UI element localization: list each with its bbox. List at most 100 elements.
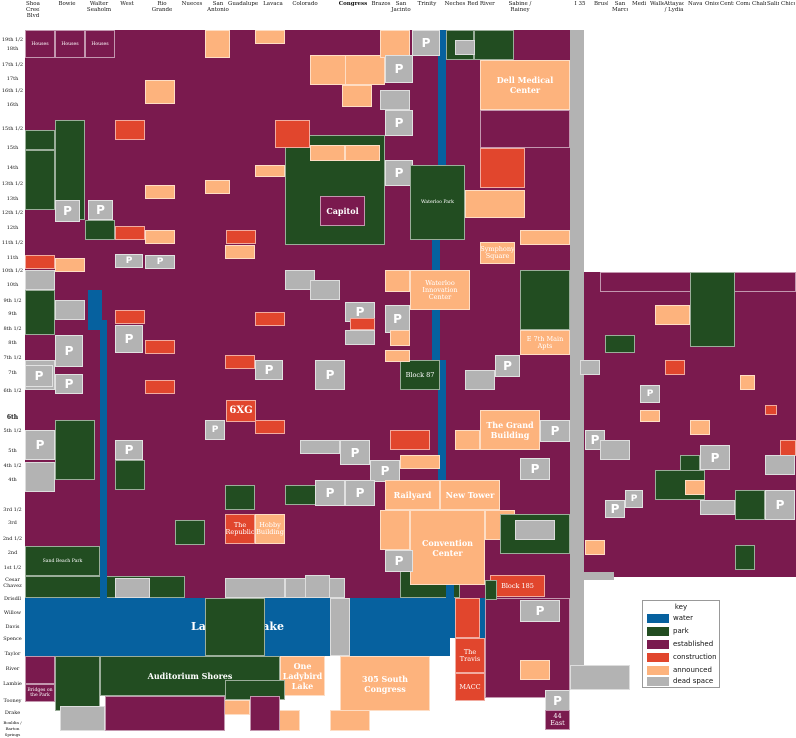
park-block: [690, 272, 735, 347]
construction-block: [145, 340, 175, 354]
construction-block: [390, 430, 430, 450]
row-label: 7th: [8, 370, 17, 376]
row-label: 14th: [6, 165, 19, 171]
street-header-brazos: Brazos: [371, 1, 391, 7]
construction-block: [115, 310, 145, 324]
street-header-san-jacinto: San Jacinto: [391, 1, 411, 13]
row-label: 5th 1/2: [3, 428, 22, 434]
parking-block: P: [700, 445, 730, 470]
parking-block: P: [315, 480, 345, 506]
construction-block: [765, 405, 777, 415]
parking-block: P: [385, 110, 413, 136]
row-label: Cesar Chavez: [3, 577, 22, 589]
announced-block: [205, 30, 230, 58]
legend-item-park: park: [647, 627, 719, 637]
row-label: 8th: [8, 340, 17, 346]
parking-block: P: [115, 254, 143, 268]
construction-block: [455, 598, 480, 638]
street-header-medina: Medina: [632, 1, 646, 7]
row-label: 19th 1/2: [1, 37, 24, 43]
park-block: [205, 598, 265, 656]
announced-block: [385, 350, 410, 362]
row-label: 7th 1/2: [3, 355, 22, 361]
announced-block: [455, 430, 480, 450]
park-block: [55, 420, 95, 480]
e7th-main-apts: E 7th Main Apts: [520, 330, 570, 355]
i35-dead-space: [570, 30, 584, 680]
parking-block: P: [55, 335, 83, 367]
waterloo-innovation-center: Waterloo Innovation Center: [410, 270, 470, 310]
construction-block: [255, 312, 285, 326]
block: Houses: [85, 30, 115, 58]
street-header-san-marcos: San Marcos: [612, 1, 628, 13]
legend-label: park: [673, 627, 689, 635]
street-header-onion: Onion: [705, 1, 719, 7]
row-label: 9th: [8, 311, 17, 317]
dead-block: [345, 330, 375, 345]
announced-block: [400, 455, 440, 469]
row-label: 4th 1/2: [3, 463, 22, 469]
row-label: 16th 1/2: [1, 88, 24, 94]
legend-label: established: [673, 640, 714, 648]
street-header-bowie: Bowie: [58, 1, 76, 7]
legend-swatch-construction: [647, 653, 669, 662]
row-label: 12th: [6, 225, 19, 231]
announced-block: [685, 480, 705, 495]
waller-creek: [438, 360, 446, 560]
legend-swatch-dead-space: [647, 677, 669, 686]
parking-block: P: [55, 200, 80, 222]
block: [105, 696, 225, 731]
legend-item-water: water: [647, 614, 719, 624]
park-block: [605, 335, 635, 353]
park-block: [55, 656, 100, 711]
street-header-rio-grande: Rio Grande: [151, 1, 173, 13]
parking-block: P: [88, 200, 113, 220]
construction-block: [115, 120, 145, 140]
parking-block: P: [255, 360, 283, 380]
parking-block: P: [540, 420, 570, 442]
construction-block: [665, 360, 685, 375]
dead-block: [225, 578, 285, 598]
construction-block: [350, 318, 375, 330]
parking-block: P: [115, 325, 143, 353]
announced-block: [345, 145, 380, 161]
park-block: [25, 150, 55, 210]
row-label: Taylor: [4, 651, 21, 657]
parking-block: P: [640, 385, 660, 403]
announced-block: [345, 55, 385, 85]
construction-block: [226, 230, 256, 244]
44-east: 44 East: [545, 710, 570, 730]
street-header-san-antonio: San Antonio: [207, 1, 229, 13]
street-header-lavaca: Lavaca: [263, 1, 283, 7]
dead-block: [300, 440, 340, 454]
dead-block: [60, 706, 105, 731]
construction-block: [25, 255, 55, 269]
announced-block: [465, 190, 525, 218]
announced-block: [255, 30, 285, 44]
row-label: Davis: [5, 624, 20, 630]
waterloo-park: Waterloo Park: [410, 165, 465, 240]
the-travis: The Travis: [455, 638, 485, 673]
construction-block: [225, 355, 255, 369]
row-label: 3rd: [8, 520, 17, 526]
row-label: 13th 1/2: [1, 181, 24, 187]
street-header-sabine: Sabine / Rainey: [508, 1, 532, 13]
construction-block: [145, 380, 175, 394]
street-header-attayac: Attayac / Lydia: [664, 1, 684, 13]
legend-item-dead-space: dead space: [647, 677, 719, 687]
dead-block: [570, 665, 630, 690]
convention-center: Convention Center: [410, 510, 485, 585]
park-block: [474, 30, 514, 60]
street-header-brushy: Brushy: [594, 1, 608, 7]
sand-beach-park: Sand Beach Park: [25, 546, 100, 576]
hobby-building: Hobby Building: [255, 514, 285, 544]
legend-item-established: established: [647, 640, 719, 650]
announced-block: [205, 180, 230, 194]
announced-block: [342, 85, 372, 107]
waller-creek: [438, 30, 446, 210]
street-header-central: Central: [720, 1, 734, 7]
legend-swatch-park: [647, 627, 669, 636]
dead-block: [25, 462, 55, 492]
parking-block: P: [495, 355, 520, 377]
parking-block: P: [625, 490, 643, 508]
